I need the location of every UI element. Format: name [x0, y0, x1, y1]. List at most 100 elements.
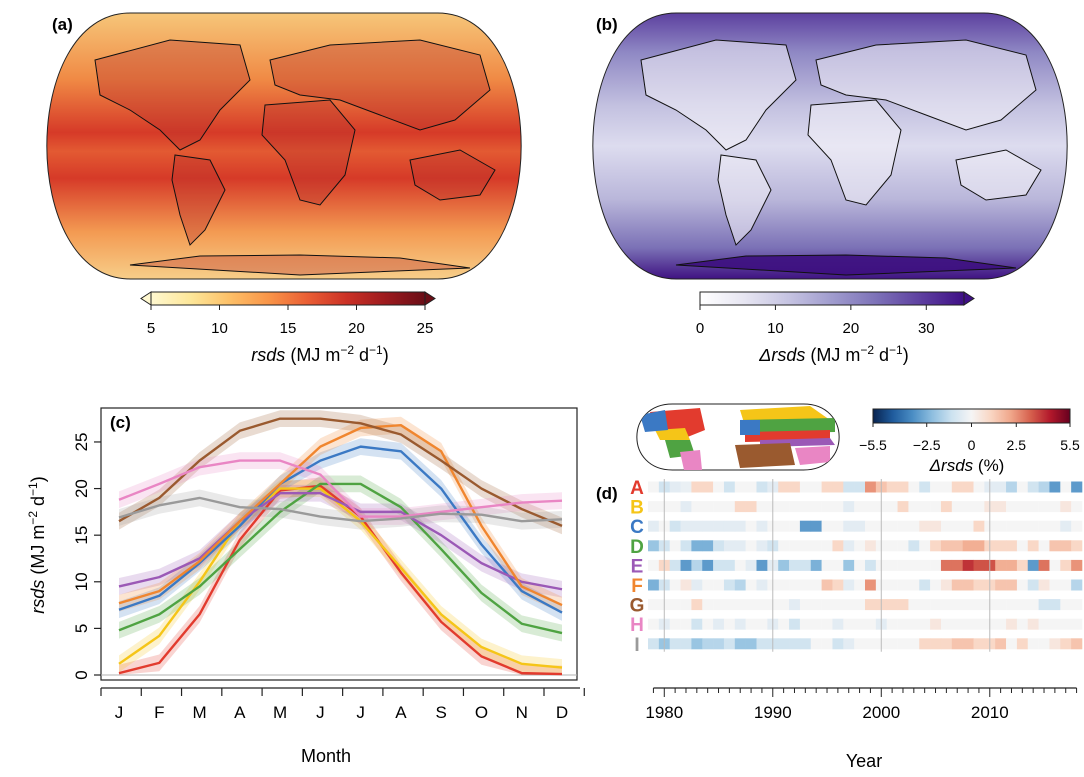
series-line-E — [118, 492, 563, 591]
heatmap-cell — [734, 599, 746, 611]
heatmap-cell — [854, 618, 866, 630]
heatmap-cell — [940, 638, 953, 650]
heatmap-cell — [680, 579, 692, 591]
heatmap-cell — [908, 638, 920, 650]
heatmap-cell — [908, 501, 920, 513]
heatmap-cell — [778, 481, 790, 493]
heatmap-cell — [691, 579, 703, 591]
heatmap-cell — [799, 481, 812, 493]
heatmap-cell — [1060, 599, 1072, 611]
row-label-I: I — [634, 635, 639, 656]
heatmap-cell — [799, 618, 812, 630]
heatmap-cell — [962, 559, 974, 571]
heatmap-cell — [821, 520, 833, 532]
heatmap-cell — [691, 501, 703, 513]
heatmap-cell — [821, 579, 833, 591]
colorbar-tick-label: 25 — [417, 320, 434, 337]
heatmap-cell — [1038, 599, 1050, 611]
heatmap-cell — [810, 540, 822, 552]
heatmap-cell — [995, 540, 1007, 552]
row-label-D: D — [630, 537, 644, 558]
heatmap-cell — [962, 618, 974, 630]
heatmap-cell — [832, 599, 844, 611]
heatmap-cell — [930, 559, 942, 571]
heatmap-cell — [854, 579, 866, 591]
heatmap-cell — [940, 618, 953, 630]
heatmap-cell — [789, 481, 801, 493]
heatmap-cell — [919, 579, 931, 591]
heatmap-cell — [1006, 481, 1018, 493]
series-line-G — [118, 417, 563, 527]
heatmap-cell — [886, 481, 898, 493]
heatmap-cell — [680, 618, 692, 630]
series-band-F — [119, 416, 562, 614]
heatmap-cell — [821, 638, 833, 650]
heatmap-cell — [897, 481, 909, 493]
heatmap-cell — [832, 540, 844, 552]
heatmap-cell — [713, 638, 725, 650]
colorbar-extend-min — [140, 291, 152, 306]
heatmap-cell — [1016, 618, 1029, 630]
heatmap-cell — [778, 618, 790, 630]
heatmap-cell — [789, 618, 801, 630]
heatmap-cell — [930, 638, 942, 650]
heatmap-cell — [680, 599, 692, 611]
heatmap-cell — [1006, 559, 1018, 571]
heatmap-cell — [669, 599, 681, 611]
y-tick-label-c: 5 — [72, 624, 91, 633]
panel-b-label: (b) — [596, 15, 618, 34]
y-tick-label-c: 20 — [72, 479, 91, 498]
heatmap-cell — [745, 638, 757, 650]
heatmap-cell — [1038, 579, 1050, 591]
x-tick-label-c: S — [436, 703, 447, 722]
colorbar-b: 0 10 20 30 — [696, 291, 975, 337]
row-label-F: F — [631, 576, 643, 597]
heatmap-cell — [1060, 520, 1072, 532]
heatmap-cell — [843, 540, 855, 552]
delta-rsds-map-field — [592, 13, 1068, 279]
y-axis-title-c: rsds (MJ m−2 d−1) — [26, 476, 48, 613]
heatmap-cell — [1038, 618, 1050, 630]
heatmap-cell — [648, 599, 660, 611]
heatmap-cell — [702, 579, 714, 591]
heatmap-cell — [745, 559, 757, 571]
row-label-G: G — [630, 596, 645, 617]
heatmap-cell — [713, 559, 725, 571]
heatmap-cell — [778, 520, 790, 532]
heatmap-cell — [1016, 501, 1029, 513]
heatmap-cell — [973, 501, 985, 513]
colorbar-extend-max — [424, 291, 436, 306]
x-tick-label-c: J — [115, 703, 124, 722]
heatmap-cell — [886, 559, 898, 571]
series-line-H — [118, 459, 563, 518]
heatmap-cell — [1060, 501, 1072, 513]
heatmap-cell — [1071, 520, 1083, 532]
heatmap-cell — [1060, 638, 1072, 650]
heatmap-cell — [702, 599, 714, 611]
heatmap-cell — [1016, 599, 1029, 611]
heatmap-cell — [669, 638, 681, 650]
heatmap-cell — [1060, 540, 1072, 552]
heatmap-cell — [940, 481, 953, 493]
heatmap-cell — [843, 559, 855, 571]
series-band-A — [119, 477, 562, 675]
colorbar-tick-label: 10 — [767, 320, 784, 337]
heatmap-cell — [648, 481, 660, 493]
heatmap-cell — [756, 540, 768, 552]
heatmap-cell — [702, 501, 714, 513]
heatmap-cell — [897, 599, 909, 611]
heatmap-cell — [1027, 481, 1039, 493]
heatmap-cell — [854, 599, 866, 611]
heatmap-cell — [940, 599, 953, 611]
heatmap-cell — [648, 559, 660, 571]
heatmap-cell — [734, 579, 746, 591]
heatmap-cell — [865, 501, 877, 513]
heatmap-cell — [908, 520, 920, 532]
x-axis-title-c: Month — [301, 746, 351, 766]
heatmap-cell — [1071, 579, 1083, 591]
heatmap-cell — [854, 520, 866, 532]
heatmap-cell — [854, 559, 866, 571]
heatmap-cell — [1016, 540, 1029, 552]
heatmap-cell — [865, 540, 877, 552]
